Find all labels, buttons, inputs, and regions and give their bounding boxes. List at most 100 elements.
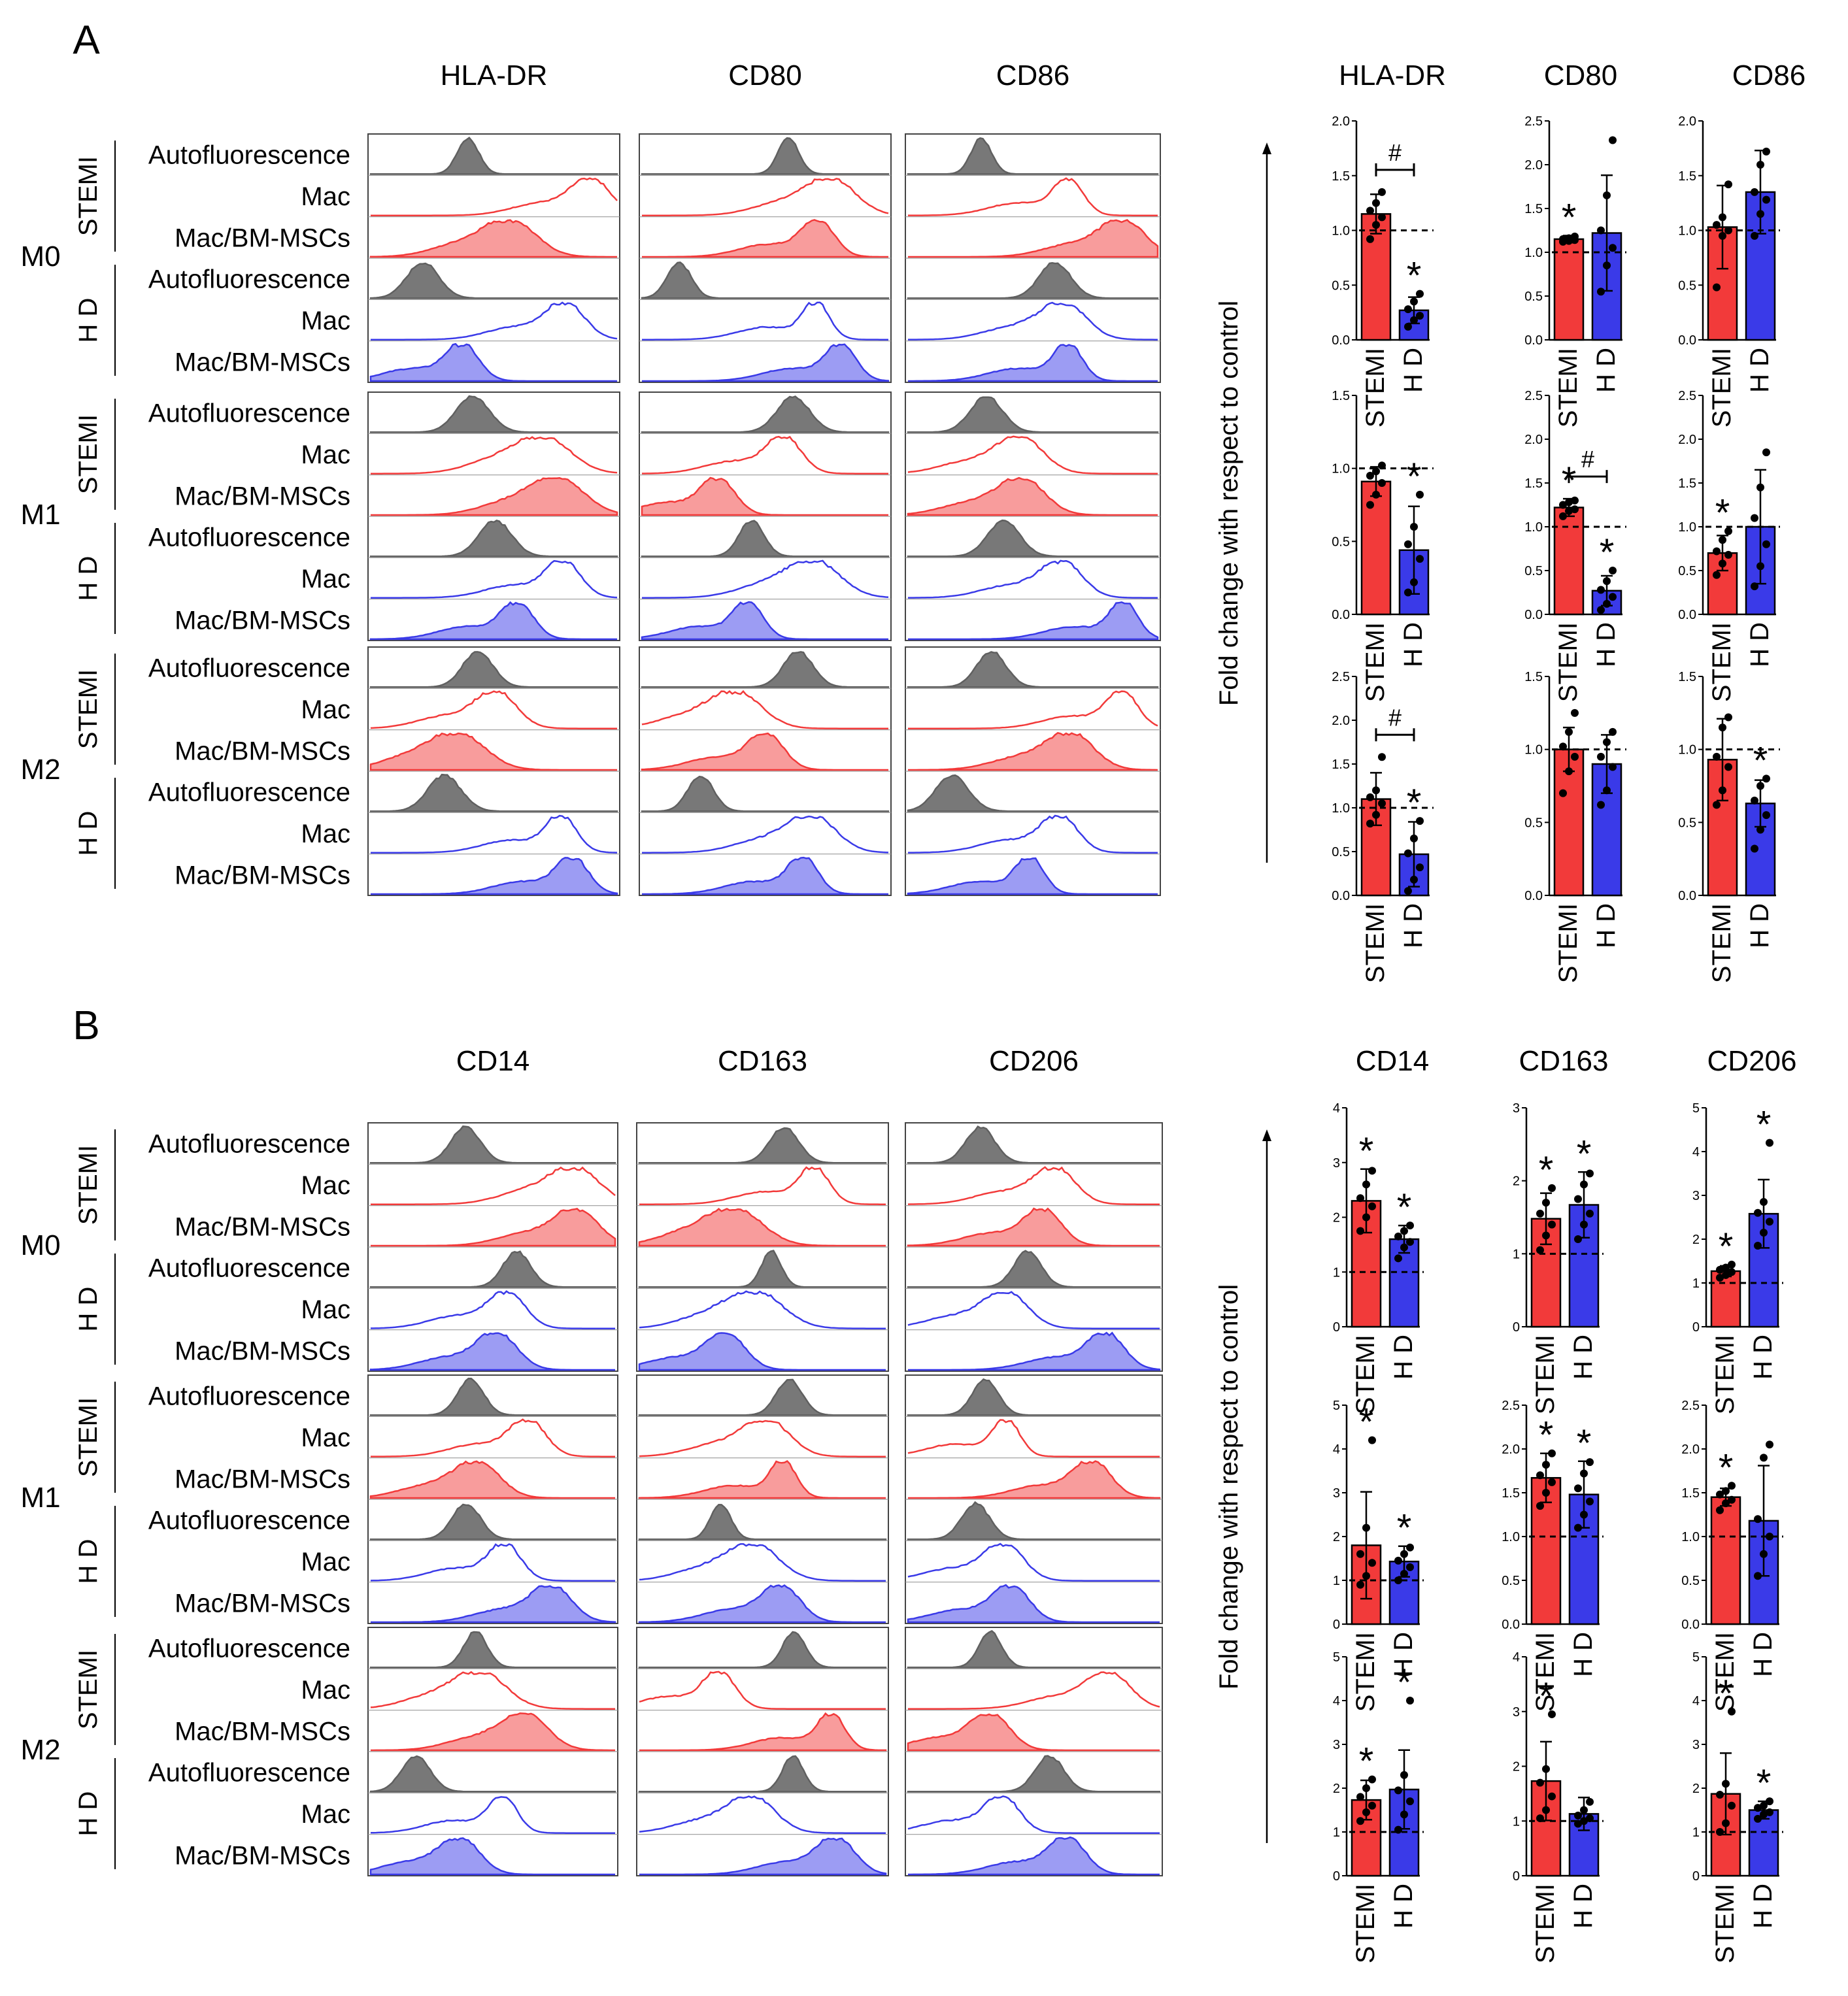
donor-group-label: H D: [74, 556, 103, 601]
data-point: [1760, 1810, 1768, 1819]
histogram-trace: [908, 559, 1158, 599]
data-point: [1603, 191, 1611, 199]
data-point: [1586, 1209, 1594, 1218]
panel-letter-B: B: [73, 1003, 99, 1048]
row-label: Autofluorescence: [148, 1382, 350, 1411]
data-point: [1548, 1792, 1556, 1801]
data-point: [1762, 811, 1770, 820]
bar-chart-A-HLA-DR-M2: 0.0 0.5 1.0 1.5 2.0 2.5 STEMI * H D #: [1332, 670, 1434, 983]
y-tick-label: 4: [1513, 1650, 1520, 1665]
y-tick-label: 5: [1692, 1101, 1700, 1116]
data-point: [1416, 555, 1424, 563]
y-tick-label: 0.5: [1524, 290, 1543, 304]
significance-star: *: [1359, 1740, 1374, 1783]
data-point: [1609, 727, 1617, 736]
y-tick-label: 2.5: [1524, 389, 1543, 403]
histogram-trace: [638, 1584, 886, 1623]
data-point: [1716, 1506, 1724, 1514]
data-point: [1766, 1139, 1773, 1147]
data-point: [1571, 708, 1579, 717]
row-label: Mac: [301, 1548, 350, 1576]
data-point: [1597, 226, 1605, 235]
data-point: [1400, 1569, 1408, 1578]
y-tick-label: 0.5: [1681, 1574, 1700, 1588]
y-tick-label: 1.5: [1524, 202, 1543, 216]
row-label: Mac/BM-MSCs: [175, 482, 350, 510]
histogram-trace: [641, 690, 888, 729]
data-point: [1586, 1169, 1594, 1178]
y-tick-label: 1.0: [1332, 801, 1350, 816]
histogram-trace: [907, 1378, 1161, 1416]
mac-type-label: M2: [20, 754, 60, 786]
x-category-label: STEMI: [1351, 1335, 1380, 1414]
data-point: [1565, 727, 1573, 736]
bar-STEMI: [1360, 213, 1392, 341]
histogram-trace: [638, 1755, 887, 1793]
data-point: [1713, 801, 1721, 809]
row-label: Mac: [301, 1800, 350, 1829]
data-point: [1366, 793, 1374, 801]
histogram-trace: [371, 477, 618, 516]
histogram-trace: [907, 1584, 1160, 1623]
data-point: [1728, 1260, 1736, 1269]
donor-group-label: H D: [74, 1791, 103, 1837]
y-tick-label: 3: [1692, 1738, 1700, 1752]
data-point: [1586, 1458, 1594, 1467]
mac-type-label: M1: [20, 1482, 60, 1514]
bar-chart-A-CD80-M0: 0.0 0.5 1.0 1.5 2.0 2.5 * STEMI H D: [1524, 114, 1626, 427]
data-point: [1366, 235, 1374, 243]
histogram-trace: [641, 395, 890, 433]
row-label: Mac/BM-MSCs: [175, 1589, 350, 1618]
histogram-trace: [369, 1250, 616, 1288]
data-point: [1362, 1180, 1370, 1189]
histogram-trace: [907, 1542, 1160, 1582]
data-point: [1366, 820, 1374, 828]
y-tick-label: 0: [1333, 1869, 1340, 1884]
row-label: Mac/BM-MSCs: [175, 348, 350, 376]
x-category-label: H D: [1399, 348, 1428, 393]
data-point: [1404, 849, 1412, 857]
arrow-head: [1262, 1129, 1271, 1141]
data-point: [1760, 1454, 1768, 1462]
y-axis-label: Fold change with respect to control: [1215, 1284, 1243, 1689]
significance-star: *: [1539, 1414, 1554, 1457]
y-tick-label: 1.0: [1678, 520, 1696, 535]
y-tick-label: 2: [1692, 1233, 1700, 1247]
significance-star: *: [1407, 456, 1422, 498]
data-point: [1362, 1784, 1370, 1792]
histogram-trace: [908, 732, 1158, 771]
data-point: [1368, 1436, 1376, 1444]
histogram-trace: [639, 1712, 887, 1752]
data-point: [1603, 261, 1611, 270]
y-tick-label: 2.0: [1681, 1442, 1700, 1457]
histogram-trace: [371, 857, 618, 895]
x-category-label: H D: [1569, 1632, 1598, 1677]
data-point: [1362, 1213, 1370, 1222]
histogram-trace: [908, 1460, 1161, 1499]
x-category-label: STEMI: [1711, 1632, 1739, 1712]
data-point: [1372, 490, 1380, 499]
hist-column-title: CD206: [989, 1045, 1079, 1077]
histogram-trace: [371, 436, 618, 474]
data-point: [1542, 1231, 1550, 1240]
arrow-head: [1262, 142, 1271, 154]
significance-star: *: [1407, 255, 1422, 297]
x-category-label: H D: [1399, 903, 1428, 948]
data-point: [1719, 213, 1726, 222]
data-point: [1416, 290, 1424, 298]
bar-chart-B-CD163-M2: 0 1 2 3 4 * STEMI H D: [1513, 1650, 1604, 1963]
significance-star: *: [1562, 197, 1577, 239]
row-label: Mac: [301, 182, 350, 211]
x-category-label: H D: [1389, 1335, 1418, 1380]
histogram-trace: [907, 1713, 1160, 1752]
y-tick-label: 4: [1333, 1101, 1340, 1116]
data-point: [1404, 887, 1412, 895]
bar-chart-A-CD86-M1: 0.0 0.5 1.0 1.5 2.0 2.5 * STEMI H D: [1678, 389, 1780, 702]
y-tick-label: 0.5: [1332, 535, 1350, 549]
x-category-label: STEMI: [1351, 1884, 1380, 1963]
histogram-trace: [908, 219, 1159, 258]
data-point: [1751, 188, 1758, 196]
y-tick-label: 3: [1333, 1486, 1340, 1501]
histogram-trace: [638, 1207, 886, 1247]
donor-group-label: H D: [74, 811, 103, 856]
